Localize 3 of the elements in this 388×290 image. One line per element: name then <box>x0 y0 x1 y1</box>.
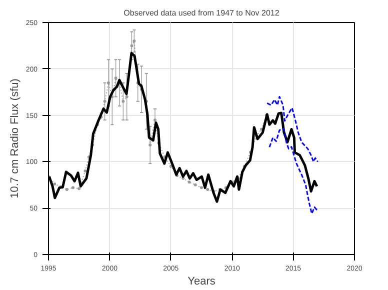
chart-title: Observed data used from 1947 to Nov 2012 <box>124 8 280 18</box>
x-axis-title: Years <box>188 276 216 288</box>
y-axis-title: 10.7 cm Radio Flux (sfu) <box>8 78 21 198</box>
